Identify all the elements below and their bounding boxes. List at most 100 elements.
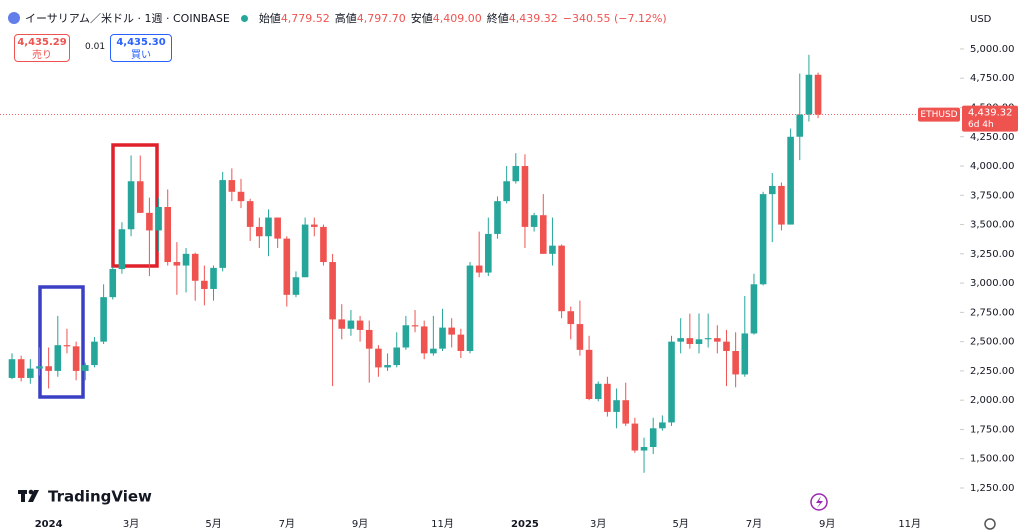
y-tick-label: 3,750.00 xyxy=(970,190,1015,201)
candle-body xyxy=(118,229,126,270)
candle-body xyxy=(54,345,62,371)
candle-body xyxy=(549,245,556,254)
candle-body xyxy=(796,114,804,137)
x-tick-label: 5月 xyxy=(205,518,221,530)
candle-body xyxy=(182,253,190,266)
candle-body xyxy=(127,181,135,230)
symbol-tag-label: ETHUSD xyxy=(920,110,957,120)
red-annotation-box xyxy=(111,143,159,268)
candle-body xyxy=(768,185,776,195)
candle-body xyxy=(228,180,236,192)
x-tick-label: 11月 xyxy=(431,518,454,530)
candle-body xyxy=(759,194,767,285)
candle-body xyxy=(265,217,272,237)
market-status xyxy=(240,14,248,22)
candle-body xyxy=(45,366,52,371)
candle-body xyxy=(649,428,657,448)
candle-body xyxy=(604,383,611,412)
x-tick-label: 2024 xyxy=(35,519,63,530)
x-tick-label: 9月 xyxy=(352,518,368,530)
sell-price: 4,435.29 xyxy=(17,37,67,48)
candle-body xyxy=(329,262,336,320)
tv-logo-mark xyxy=(18,489,39,502)
candle-body xyxy=(704,338,712,340)
candle-body xyxy=(659,422,666,429)
price-tag-label: 4,439.32 xyxy=(968,108,1013,119)
y-tick-label: 4,750.00 xyxy=(970,73,1015,84)
candle-body xyxy=(613,400,620,412)
candle-body xyxy=(375,348,382,368)
ohlc-value: 4,409.00 xyxy=(432,12,482,25)
candle-body xyxy=(210,267,217,289)
buy-button[interactable]: 4,435.30 買い xyxy=(110,34,172,62)
x-tick-label: 7月 xyxy=(279,518,295,530)
settings-icon[interactable] xyxy=(984,518,996,530)
candle-body xyxy=(237,191,245,202)
lightning-icon[interactable] xyxy=(810,493,828,511)
ohlc-item: 高値4,797.70 xyxy=(335,10,406,26)
buy-price: 4,435.30 xyxy=(116,37,166,48)
candle-body xyxy=(283,238,291,295)
candle-body xyxy=(81,365,89,371)
ohlc-value: 4,439.32 xyxy=(508,12,558,25)
ohlc-label: 安値 xyxy=(410,12,433,25)
ohlc-item: 始値4,779.52 xyxy=(259,10,330,26)
header: イーサリアム／米ドル · 1週 · COINBASE 始値4,779.52 高値4… xyxy=(8,10,667,26)
candle-body xyxy=(778,185,785,225)
candle-body xyxy=(420,326,428,354)
candle-body xyxy=(631,423,639,451)
candle-body xyxy=(622,400,630,424)
candle-body xyxy=(173,262,181,266)
candle-body xyxy=(191,253,199,281)
candle-body xyxy=(430,348,437,354)
x-tick-label: 2025 xyxy=(511,519,539,530)
currency[interactable]: USD xyxy=(970,14,992,25)
buy-label: 買い xyxy=(131,50,151,61)
candle-body xyxy=(485,233,492,273)
candle-body xyxy=(136,181,144,213)
price-tag xyxy=(962,105,1018,132)
ohlc: 始値4,779.52 高値4,797.70 安値4,409.00 終値4,439.32 xyxy=(259,10,558,26)
candle-body xyxy=(91,341,98,366)
candle-body xyxy=(787,136,794,225)
candle-body xyxy=(723,341,730,352)
candle-body xyxy=(63,345,71,347)
sell-label: 売り xyxy=(32,50,52,61)
blue-annotation-box xyxy=(38,285,85,399)
y-tick-label: 3,000.00 xyxy=(970,278,1015,289)
symbol-title[interactable]: イーサリアム／米ドル · 1週 · COINBASE xyxy=(25,12,230,25)
candle-body xyxy=(448,327,455,335)
candle-body xyxy=(365,329,373,349)
x-tick-label: 5月 xyxy=(672,518,688,530)
candle-body xyxy=(512,166,520,182)
ohlc-item: 安値4,409.00 xyxy=(411,10,482,26)
candle-body xyxy=(27,368,34,378)
candle-body xyxy=(732,351,739,375)
candle-body xyxy=(686,338,694,344)
y-tick-label: 1,250.00 xyxy=(970,483,1015,494)
candle-body xyxy=(320,226,327,263)
x-tick-label: 9月 xyxy=(819,518,835,530)
sell-button[interactable]: 4,435.29 売り xyxy=(14,34,70,62)
x-tick-label: 7月 xyxy=(746,518,762,530)
candle-body xyxy=(695,339,703,344)
x-tick-label: 3月 xyxy=(590,518,606,530)
tv-logo-text: TradingView xyxy=(48,488,152,506)
candle-body xyxy=(246,201,254,227)
candle-body xyxy=(219,180,226,268)
x-tick-label: 3月 xyxy=(123,518,139,530)
y-tick-label: 3,500.00 xyxy=(970,220,1015,231)
candle-body xyxy=(109,269,117,298)
candle-body xyxy=(393,347,401,366)
candle-body xyxy=(411,325,419,327)
y-tick-label: 1,500.00 xyxy=(970,454,1015,465)
candle-body xyxy=(347,320,355,329)
candle-body xyxy=(521,166,529,227)
candle-body xyxy=(805,74,813,115)
eth-icon xyxy=(8,12,20,24)
candle-body xyxy=(677,338,684,342)
lightning-glyph xyxy=(816,496,823,508)
candle-body xyxy=(668,341,675,423)
